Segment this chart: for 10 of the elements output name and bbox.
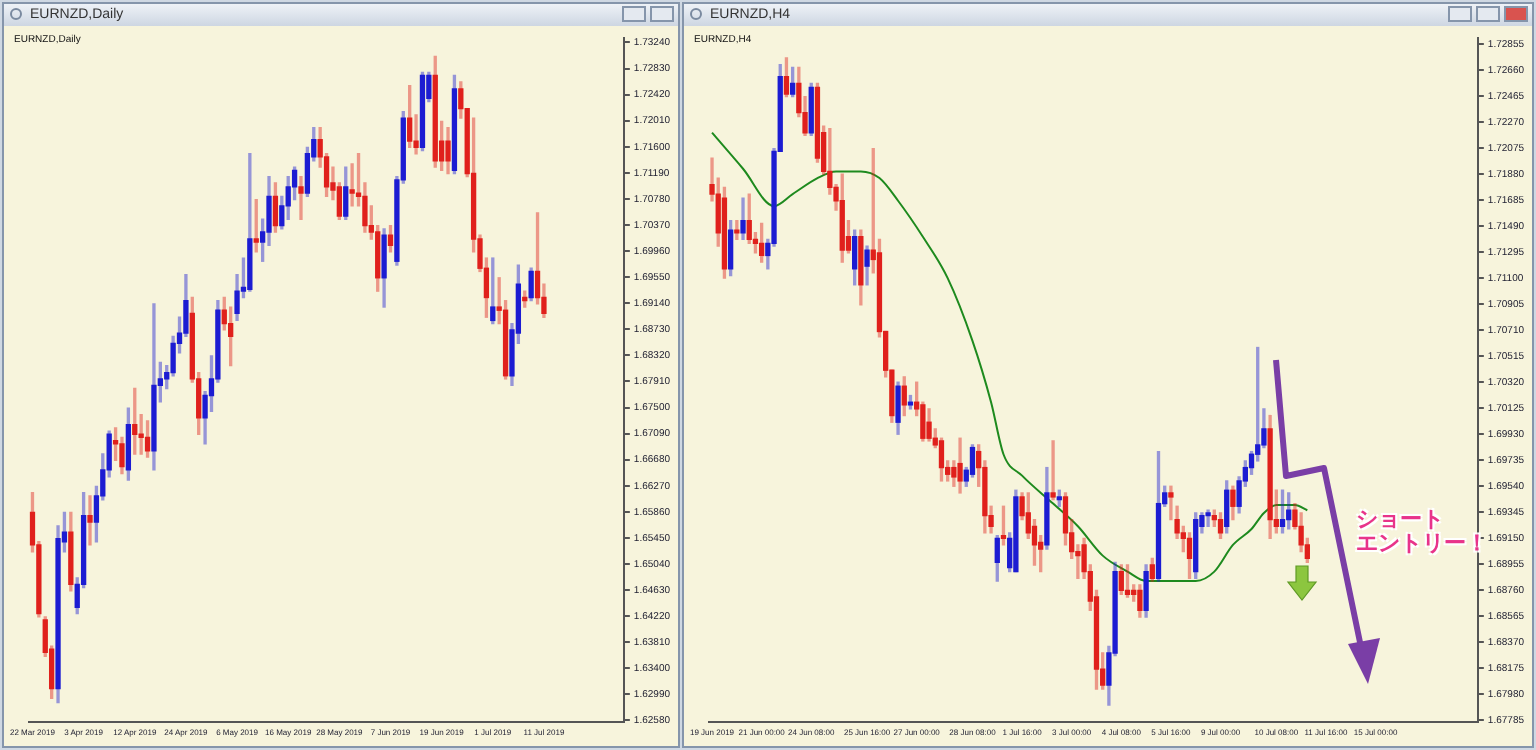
candlestick (349, 163, 355, 207)
candlestick (1168, 485, 1174, 521)
candlestick (1050, 440, 1056, 501)
candlestick (413, 114, 419, 155)
candlestick (87, 495, 93, 546)
candlestick (298, 176, 304, 220)
candlestick (1205, 509, 1211, 527)
candlestick (827, 128, 833, 195)
annotation: ショートエントリー！ (1356, 508, 1488, 556)
candlestick (138, 413, 144, 455)
